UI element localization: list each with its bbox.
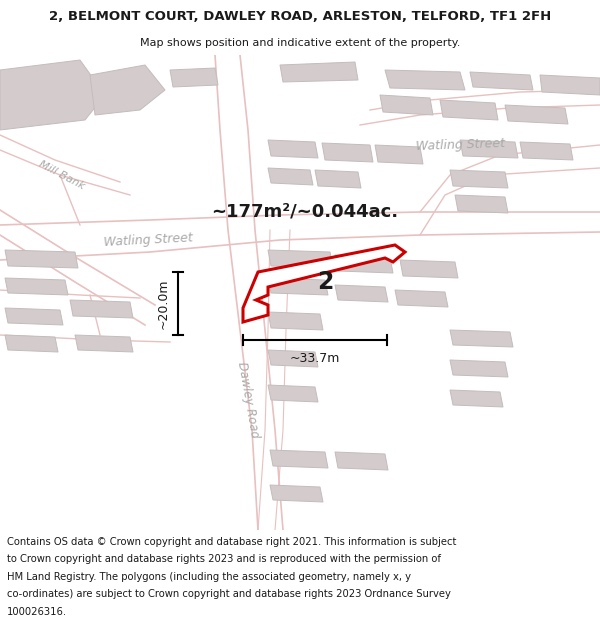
- Polygon shape: [70, 300, 133, 318]
- Text: Contains OS data © Crown copyright and database right 2021. This information is : Contains OS data © Crown copyright and d…: [7, 537, 457, 547]
- Text: 2, BELMONT COURT, DAWLEY ROAD, ARLESTON, TELFORD, TF1 2FH: 2, BELMONT COURT, DAWLEY ROAD, ARLESTON,…: [49, 10, 551, 23]
- Polygon shape: [540, 75, 600, 95]
- Polygon shape: [5, 335, 58, 352]
- Text: Map shows position and indicative extent of the property.: Map shows position and indicative extent…: [140, 38, 460, 48]
- Text: to Crown copyright and database rights 2023 and is reproduced with the permissio: to Crown copyright and database rights 2…: [7, 554, 441, 564]
- Polygon shape: [170, 68, 218, 87]
- Text: ~33.7m: ~33.7m: [290, 352, 340, 365]
- Polygon shape: [400, 260, 458, 278]
- Text: 2: 2: [317, 270, 333, 294]
- Polygon shape: [270, 450, 328, 468]
- Text: co-ordinates) are subject to Crown copyright and database rights 2023 Ordnance S: co-ordinates) are subject to Crown copyr…: [7, 589, 451, 599]
- Polygon shape: [0, 60, 105, 130]
- Polygon shape: [335, 452, 388, 470]
- Polygon shape: [268, 168, 313, 185]
- Polygon shape: [520, 142, 573, 160]
- Polygon shape: [450, 170, 508, 188]
- Polygon shape: [280, 62, 358, 82]
- Text: Mill Bank: Mill Bank: [37, 159, 86, 191]
- Polygon shape: [460, 140, 518, 158]
- Polygon shape: [5, 278, 68, 295]
- Polygon shape: [450, 330, 513, 347]
- Polygon shape: [450, 390, 503, 407]
- Polygon shape: [5, 250, 78, 268]
- Polygon shape: [322, 143, 373, 162]
- Polygon shape: [268, 350, 318, 367]
- Polygon shape: [75, 335, 133, 352]
- Polygon shape: [450, 360, 508, 377]
- Text: 100026316.: 100026316.: [7, 607, 67, 617]
- Text: Watling Street: Watling Street: [103, 231, 193, 249]
- Polygon shape: [243, 245, 405, 322]
- Polygon shape: [5, 308, 63, 325]
- Polygon shape: [440, 100, 498, 120]
- Polygon shape: [268, 140, 318, 158]
- Polygon shape: [268, 312, 323, 330]
- Text: Watling Street: Watling Street: [415, 137, 505, 153]
- Polygon shape: [395, 290, 448, 307]
- Polygon shape: [270, 485, 323, 502]
- Polygon shape: [0, 212, 600, 260]
- Polygon shape: [385, 70, 465, 90]
- Polygon shape: [335, 255, 393, 273]
- Polygon shape: [335, 285, 388, 302]
- Text: ~20.0m: ~20.0m: [157, 278, 170, 329]
- Polygon shape: [268, 278, 328, 295]
- Text: Dawley Road: Dawley Road: [235, 361, 261, 439]
- Polygon shape: [470, 72, 533, 90]
- Text: ~177m²/~0.044ac.: ~177m²/~0.044ac.: [211, 203, 398, 221]
- Polygon shape: [375, 145, 423, 164]
- Text: HM Land Registry. The polygons (including the associated geometry, namely x, y: HM Land Registry. The polygons (includin…: [7, 572, 411, 582]
- Polygon shape: [315, 170, 361, 188]
- Polygon shape: [0, 210, 155, 325]
- Polygon shape: [455, 195, 508, 213]
- Polygon shape: [90, 65, 165, 115]
- Polygon shape: [268, 250, 333, 268]
- Polygon shape: [380, 95, 433, 115]
- Polygon shape: [268, 385, 318, 402]
- Polygon shape: [215, 55, 283, 530]
- Polygon shape: [505, 105, 568, 124]
